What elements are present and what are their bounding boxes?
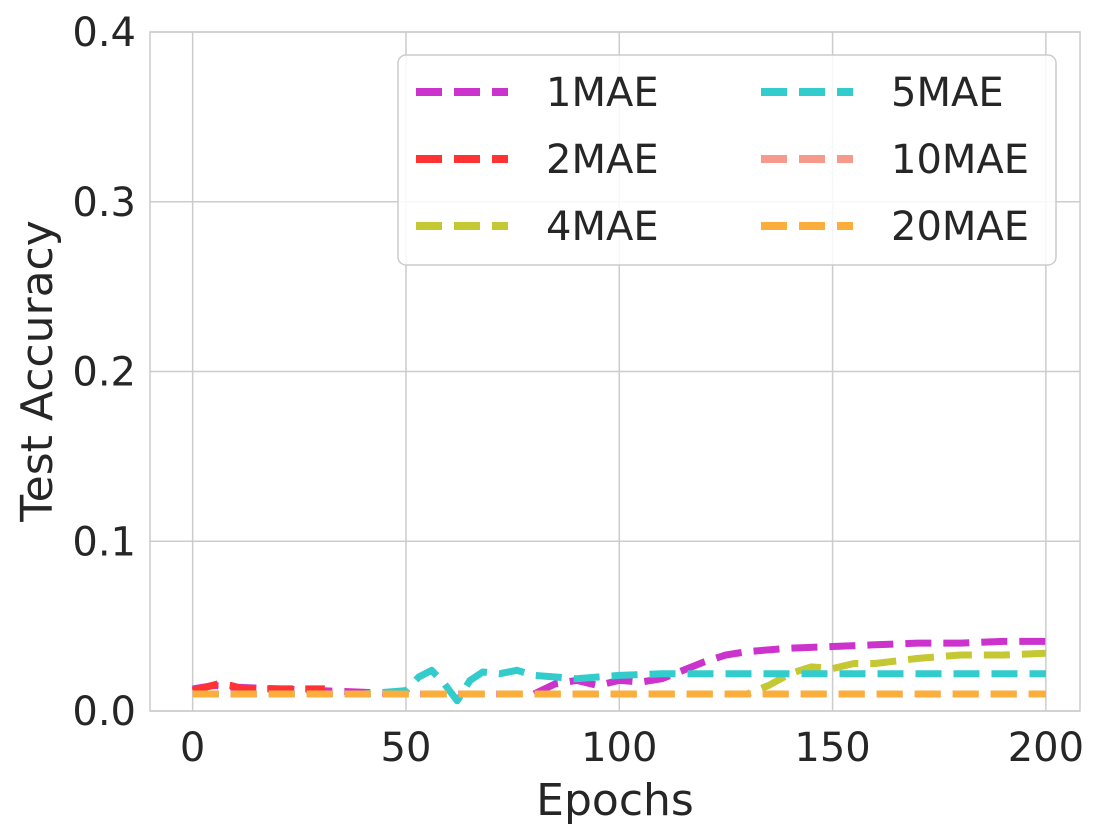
x-tick-label: 150 <box>794 725 870 771</box>
x-tick-label: 200 <box>1008 725 1084 771</box>
legend-label: 4MAE <box>546 204 659 250</box>
legend-frame <box>397 54 1057 266</box>
legend-label: 10MAE <box>891 137 1029 183</box>
series-line-2mae <box>191 680 325 694</box>
legend: 1MAE 2MAE 4MAE 5MAE 10MAE 20MAE <box>397 54 1057 266</box>
y-tick-label: 0.3 <box>72 180 136 226</box>
x-tick-labels: 0 50 100 150 200 <box>180 725 1084 771</box>
series-line-5mae <box>192 666 1046 705</box>
legend-label: 2MAE <box>546 137 659 183</box>
x-tick-label: 0 <box>180 725 205 771</box>
y-axis-label: Test Accuracy <box>12 220 63 523</box>
series-layer <box>191 637 1047 705</box>
y-tick-label: 0.1 <box>72 519 136 565</box>
y-tick-labels: 0.0 0.1 0.2 0.3 0.4 <box>72 10 136 735</box>
x-tick-label: 50 <box>381 725 432 771</box>
y-tick-label: 0.2 <box>72 350 136 396</box>
y-tick-label: 0.4 <box>72 10 136 56</box>
y-tick-label: 0.0 <box>72 689 136 735</box>
legend-label: 1MAE <box>546 70 659 116</box>
x-tick-label: 100 <box>581 725 657 771</box>
series-line-1mae <box>192 637 1046 698</box>
x-axis-label: Epochs <box>536 775 694 826</box>
legend-label: 5MAE <box>891 70 1004 116</box>
legend-label: 20MAE <box>891 204 1029 250</box>
